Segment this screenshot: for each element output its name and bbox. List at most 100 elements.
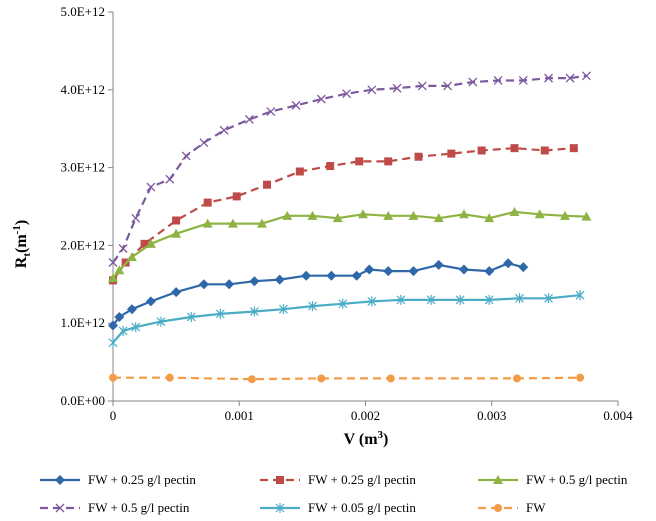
data-point	[326, 270, 337, 281]
data-point	[544, 73, 554, 83]
y-tick-labels: 0.0E+00 1.0E+12 2.0E+12 3.0E+12 4.0E+12 5.0E+…	[60, 4, 105, 408]
data-point	[408, 266, 419, 277]
data-point	[510, 144, 519, 153]
legend-item: FW + 0.25 g/l pectin	[40, 472, 196, 487]
data-point	[367, 296, 377, 307]
data-point	[181, 151, 191, 161]
series-6	[109, 373, 585, 384]
data-point	[263, 180, 272, 189]
data-point	[199, 138, 209, 148]
data-point	[203, 198, 212, 207]
x-axis-title: V (m3)	[344, 429, 389, 448]
data-point	[114, 265, 125, 275]
data-point	[581, 211, 592, 221]
data-point	[443, 81, 453, 91]
y-tick-label: 4.0E+12	[60, 82, 105, 97]
data-point	[544, 293, 553, 304]
x-tick-label: 0	[110, 408, 117, 423]
series-1	[108, 258, 529, 331]
data-point	[433, 213, 444, 223]
legend-item: FW + 0.05 g/l pectin	[260, 500, 416, 515]
data-point	[383, 210, 394, 220]
legend-item: FW + 0.5 g/l pectin	[478, 472, 628, 487]
series-line	[112, 74, 587, 264]
data-point	[109, 373, 117, 382]
data-point	[364, 264, 375, 275]
data-point	[342, 89, 352, 99]
data-point	[171, 287, 182, 298]
data-point	[396, 294, 406, 305]
legend-label: FW + 0.25 g/l pectin	[88, 472, 196, 487]
x-tick-label: 0.002	[351, 408, 380, 423]
data-point	[156, 316, 166, 327]
data-point	[279, 304, 288, 315]
data-point	[317, 374, 326, 383]
y-tick-label: 2.0E+12	[60, 237, 105, 252]
legend-item: FW	[478, 500, 546, 515]
data-point	[386, 374, 395, 383]
data-point	[468, 77, 478, 87]
data-point	[503, 258, 514, 269]
data-point	[227, 218, 238, 228]
legend-marker	[55, 475, 65, 485]
data-point	[145, 296, 156, 307]
data-point	[338, 298, 348, 309]
data-point	[244, 114, 254, 124]
data-point	[131, 213, 141, 223]
data-point	[515, 293, 524, 304]
data-point	[118, 325, 128, 336]
data-point	[417, 81, 427, 91]
data-point	[383, 266, 394, 277]
data-point	[282, 210, 293, 220]
data-point	[301, 270, 312, 281]
y-tick-label: 1.0E+12	[60, 315, 105, 330]
data-point	[484, 294, 494, 305]
legend-label: FW + 0.25 g/l pectin	[308, 472, 416, 487]
legend: FW + 0.25 g/l pectin FW + 0.25 g/l pectin…	[40, 472, 628, 515]
series-line	[112, 210, 587, 279]
data-point	[291, 100, 301, 110]
data-point	[165, 373, 174, 382]
data-point	[247, 375, 256, 384]
data-point	[575, 290, 585, 301]
data-point	[355, 157, 364, 166]
data-point	[326, 162, 335, 171]
legend-marker	[55, 503, 65, 513]
data-point	[540, 146, 549, 155]
data-point	[165, 174, 175, 184]
data-point	[146, 182, 156, 192]
data-point	[484, 213, 495, 223]
x-tick-label: 0.001	[225, 408, 254, 423]
data-point	[224, 279, 235, 290]
series-layer	[108, 71, 592, 384]
series-line	[113, 376, 581, 381]
data-point	[202, 218, 213, 228]
series-4	[108, 71, 591, 267]
data-point	[569, 144, 578, 153]
legend-label: FW	[526, 500, 546, 515]
x-tick-label: 0.003	[477, 408, 506, 423]
data-point	[108, 337, 118, 348]
x-tick-labels: 0 0.001 0.002 0.003 0.004	[110, 408, 633, 423]
data-point	[219, 125, 229, 135]
data-point	[351, 270, 362, 281]
axes	[108, 11, 619, 406]
data-point	[565, 73, 575, 83]
data-point	[458, 264, 469, 275]
data-point	[108, 320, 118, 331]
series-3	[108, 206, 592, 283]
data-point	[484, 266, 495, 277]
data-point	[171, 228, 182, 238]
data-point	[357, 209, 368, 219]
series-line	[112, 294, 581, 344]
data-point	[559, 210, 570, 220]
data-point	[509, 206, 520, 216]
data-point	[140, 239, 149, 248]
data-point	[513, 374, 521, 383]
data-point	[433, 259, 444, 270]
data-point	[447, 149, 456, 158]
data-point	[384, 157, 393, 166]
data-point	[332, 213, 343, 223]
data-point	[455, 294, 465, 305]
